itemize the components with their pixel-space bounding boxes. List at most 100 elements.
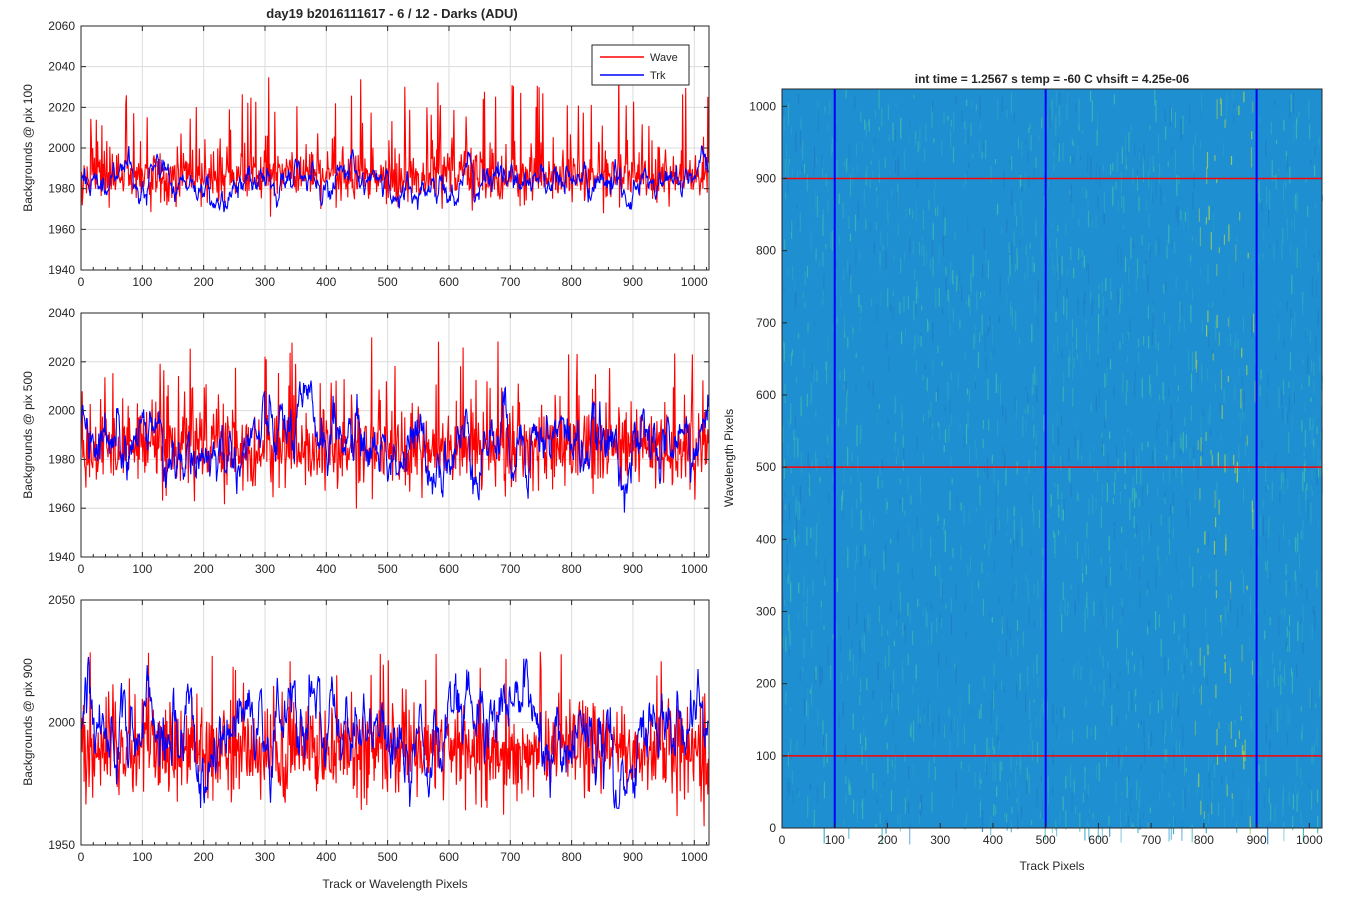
heatmap-pixel-streak [801, 167, 803, 172]
heatmap-pixel-streak [1060, 708, 1062, 721]
heatmap-pixel-streak [1117, 289, 1119, 306]
heatmap-pixel-streak [988, 538, 990, 558]
heatmap-pixel-streak [1293, 249, 1295, 263]
heatmap-pixel-streak [1191, 289, 1193, 301]
heatmap-pixel-streak [1020, 517, 1022, 529]
heatmap-pixel-streak [1222, 142, 1224, 157]
heatmap-pixel-streak [817, 559, 819, 565]
heatmap-pixel-streak [878, 605, 880, 623]
heatmap-pixel-streak [1168, 463, 1170, 484]
heatmap-pixel-streak [956, 96, 958, 104]
heatmap-pixel-streak [856, 498, 858, 510]
heatmap-pixel-streak [784, 692, 786, 705]
series-line-trk [80, 656, 709, 809]
heatmap-pixel-streak [1052, 423, 1054, 444]
heatmap-pixel-streak [934, 199, 936, 213]
heatmap-pixel-streak [947, 381, 949, 400]
heatmap-pixel-streak [1098, 388, 1100, 408]
heatmap-pixel-streak [1066, 269, 1068, 277]
heatmap-pixel-streak [943, 205, 945, 221]
heatmap-pixel-streak [1270, 121, 1272, 135]
heatmap-pixel-streak [1164, 749, 1166, 769]
heatmap-pixel-streak [1313, 380, 1315, 395]
heatmap-pixel-streak [822, 251, 824, 267]
heatmap-pixel-streak [1265, 533, 1267, 551]
heatmap-pixel-streak [1192, 192, 1194, 210]
heatmap-pixel-streak [1080, 430, 1082, 450]
heatmap-pixel-streak [1082, 792, 1084, 804]
heatmap-pixel-streak [806, 265, 809, 278]
heatmap-pixel-streak [1100, 601, 1102, 615]
series-line-wave [80, 65, 709, 217]
heatmap-pixel-streak [1089, 452, 1091, 470]
heatmap-pixel-streak [863, 517, 865, 532]
heatmap-pixel-streak [963, 183, 965, 189]
heatmap-pixel-streak [1168, 224, 1170, 244]
heatmap-pixel-streak [998, 641, 1000, 652]
heatmap-pixel-streak [1120, 822, 1122, 843]
heatmap-pixel-streak [1182, 674, 1184, 681]
x-tick-label: 300 [255, 275, 275, 289]
heatmap-pixel-streak [1080, 665, 1082, 681]
heatmap-pixel-streak [1172, 816, 1175, 835]
heatmap-pixel-streak [811, 630, 813, 649]
heatmap-pixel-streak [846, 390, 848, 412]
heatmap-pixel-streak [1067, 769, 1069, 782]
ylabel-pix-100: Backgrounds @ pix 100 [21, 84, 35, 212]
heatmap-pixel-streak [1290, 318, 1292, 340]
heatmap-pixel-streak [832, 473, 834, 485]
heatmap-pixel-streak [1138, 196, 1140, 212]
heatmap-pixel-streak [1191, 824, 1193, 843]
heatmap-pixel-streak [1099, 646, 1101, 658]
heatmap-pixel-streak [1058, 143, 1060, 163]
heatmap-pixel-streak [1026, 767, 1028, 781]
heatmap-pixel-streak [928, 199, 930, 211]
heatmap-pixel-streak [949, 740, 951, 756]
heatmap-pixel-streak [1102, 616, 1104, 626]
heatmap-pixel-streak [1212, 302, 1214, 308]
heatmap-pixel-streak [1007, 276, 1009, 284]
heatmap-pixel-streak [1180, 663, 1182, 673]
heatmap-pixel-streak [1304, 459, 1306, 472]
heatmap-pixel-streak [1011, 190, 1013, 207]
heatmap-x-tick-label: 700 [1141, 833, 1161, 847]
heatmap-pixel-streak [1207, 753, 1210, 773]
heatmap-pixel-streak [1279, 302, 1281, 307]
heatmap-pixel-streak [1136, 175, 1139, 191]
heatmap-pixel-streak [1189, 448, 1191, 462]
heatmap-pixel-streak [852, 713, 854, 730]
heatmap-pixel-streak [1251, 500, 1253, 512]
heatmap-pixel-streak [1216, 728, 1218, 746]
heatmap-pixel-streak [994, 518, 996, 537]
heatmap-pixel-streak [1304, 429, 1306, 448]
heatmap-pixel-streak [900, 258, 902, 274]
heatmap-pixel-streak [856, 545, 858, 563]
heatmap-pixel-streak [1115, 782, 1117, 804]
heatmap-pixel-streak [1061, 502, 1063, 521]
heatmap-pixel-streak [1206, 167, 1208, 184]
heatmap-pixel-streak [1101, 827, 1103, 842]
heatmap-pixel-streak [788, 649, 790, 657]
x-tick-label: 200 [194, 275, 214, 289]
heatmap-pixel-streak [1197, 440, 1199, 450]
heatmap-pixel-streak [1141, 378, 1143, 398]
heatmap-pixel-streak [1009, 627, 1011, 639]
heatmap-pixel-streak [807, 452, 809, 467]
heatmap-pixel-streak [1283, 339, 1285, 348]
heatmap-pixel-streak [876, 572, 878, 586]
heatmap-pixel-streak [994, 159, 997, 164]
heatmap-pixel-streak [1210, 758, 1212, 764]
heatmap-pixel-streak [846, 387, 848, 396]
heatmap-pixel-streak [1002, 405, 1004, 418]
heatmap-pixel-streak [823, 625, 825, 630]
heatmap-pixel-streak [982, 438, 984, 449]
heatmap-pixel-streak [845, 791, 847, 798]
heatmap-pixel-streak [944, 530, 946, 552]
heatmap-pixel-streak [1310, 486, 1312, 492]
heatmap-pixel-streak [854, 96, 856, 109]
heatmap-pixel-streak [1031, 324, 1033, 343]
heatmap-pixel-streak [914, 131, 916, 146]
heatmap-pixel-streak [1011, 588, 1013, 602]
heatmap-pixel-streak [1084, 187, 1087, 200]
heatmap-pixel-streak [1310, 397, 1312, 402]
